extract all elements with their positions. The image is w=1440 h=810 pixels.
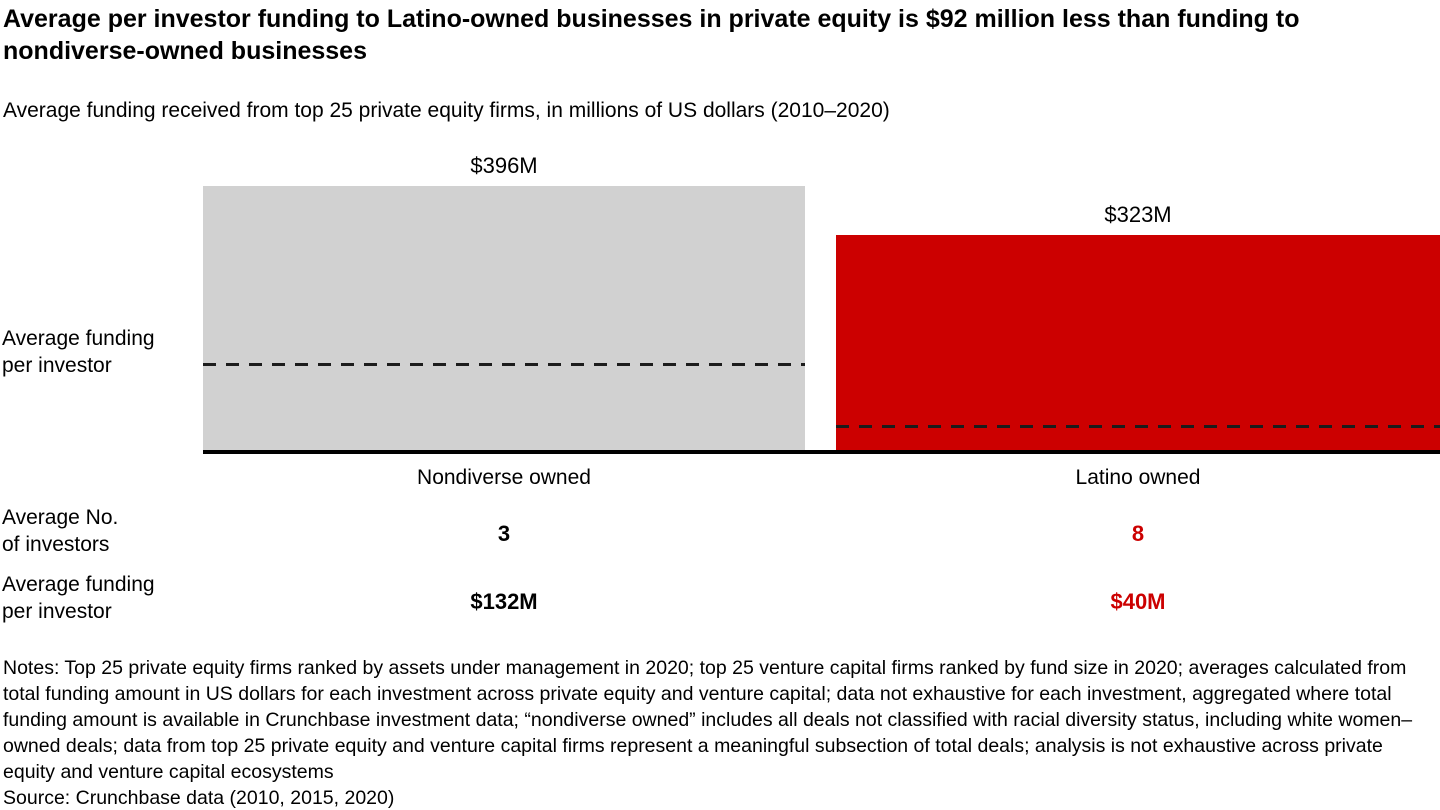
row-label-avg-funding-line1: Average funding [2,573,155,596]
row-label-avg-investors-line1: Average No. [2,506,119,529]
bar-value-label-nondiverse-owned: $396M [470,153,538,178]
stat-value-average-no-of-investors-latino-owned: 8 [1131,521,1145,546]
x-axis-line [203,450,1440,454]
row-label-avg-funding-per-investor: Average funding per investor [2,571,155,626]
chart-subtitle: Average funding received from top 25 pri… [3,99,890,122]
stat-value-average-no-of-investors-nondiverse-owned: 3 [497,521,511,546]
category-label-latino-owned: Latino owned [1075,466,1201,489]
bar-value-label-latino-owned: $323M [1104,202,1172,227]
chart-title: Average per investor funding to Latino-o… [3,5,1300,65]
stat-value-average-funding-per-investor-latino-owned: $40M [1110,589,1166,614]
source-text: Source: Crunchbase data (2010, 2015, 202… [3,786,395,809]
stat-value-average-funding-per-investor-nondiverse-owned: $132M [470,589,538,614]
avg-per-investor-dashed-line-latino-owned [836,425,1440,428]
y-axis-label-line2: per investor [2,354,112,378]
category-label-nondiverse-owned: Nondiverse owned [417,466,591,489]
row-label-avg-investors: Average No. of investors [2,504,118,559]
bar-latino-owned [836,235,1440,452]
chart-footer: Notes: Top 25 private equity firms ranke… [3,656,1439,810]
notes-text: Notes: Top 25 private equity firms ranke… [3,657,1413,783]
row-label-avg-investors-line2: of investors [2,533,110,557]
y-axis-label: Average funding per investor [2,325,155,380]
y-axis-label-line1: Average funding [2,327,155,350]
row-label-avg-funding-line2: per investor [2,600,112,624]
bar-nondiverse-owned [203,186,805,452]
avg-per-investor-dashed-line-nondiverse-owned [203,363,805,366]
